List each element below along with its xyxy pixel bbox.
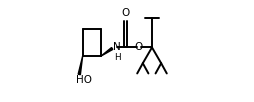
Text: N: N: [113, 42, 121, 52]
Polygon shape: [78, 56, 83, 75]
Polygon shape: [101, 48, 113, 56]
Text: O: O: [135, 42, 143, 52]
Text: O: O: [121, 8, 130, 18]
Text: HO: HO: [76, 75, 92, 85]
Text: H: H: [114, 53, 120, 62]
